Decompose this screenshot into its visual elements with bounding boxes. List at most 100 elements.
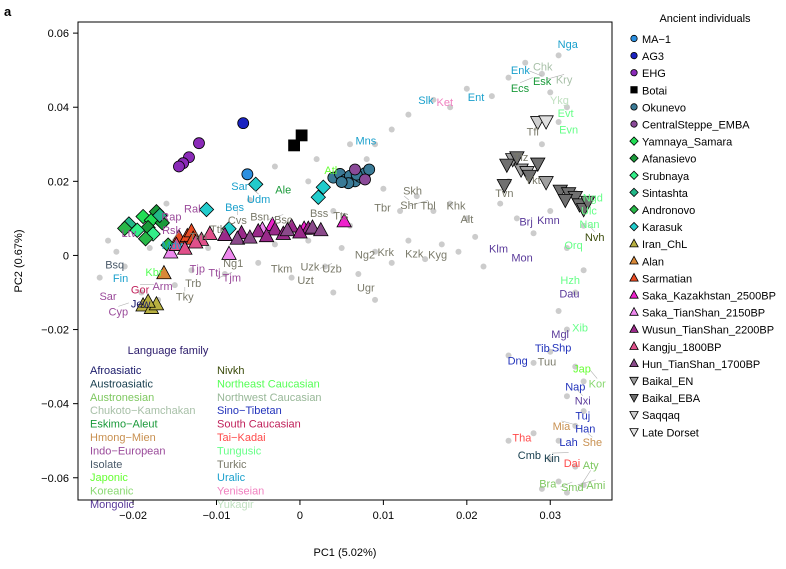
population-label: Mgl — [551, 329, 569, 341]
population-label: Bes — [225, 202, 244, 214]
language-legend-item: Japonic — [90, 472, 128, 484]
modern-individual-point — [530, 230, 537, 237]
population-label: Jew — [131, 299, 151, 311]
ancient-legend-item: Okunevo — [642, 102, 686, 114]
language-legend-item: Hmong−Mien — [90, 432, 156, 444]
ancient-legend-item: Baikal_EN — [642, 376, 693, 388]
population-label: Xib — [572, 323, 588, 335]
x-tick-label: −0.02 — [119, 510, 147, 522]
population-label: Mia — [553, 421, 572, 433]
population-label: Trb — [185, 278, 201, 290]
ancient-legend-item: Yamnaya_Samara — [642, 137, 733, 149]
ancient-marker-karasuk — [315, 179, 332, 195]
modern-individual-point — [397, 207, 404, 214]
label-leader-lines — [118, 70, 598, 493]
legend-marker-icon — [630, 103, 638, 111]
population-label: Tjm — [223, 272, 241, 284]
y-tick-label: 0 — [63, 250, 69, 262]
population-label: Esk — [533, 76, 552, 88]
modern-individual-point — [372, 141, 379, 148]
population-label: Alt — [460, 214, 473, 226]
population-label: Tky — [176, 292, 194, 304]
ancient-marker-kangju-1800bp — [168, 236, 185, 251]
modern-individual-point — [372, 248, 379, 255]
ancient-legend-item: Andronovo — [642, 205, 695, 217]
modern-individual-point — [246, 196, 253, 203]
legend-marker-icon — [629, 340, 639, 350]
modern-individual-point — [530, 430, 537, 437]
modern-individual-point — [363, 156, 370, 163]
population-label: Dau — [559, 289, 579, 301]
population-label: Bsc — [274, 214, 293, 226]
ancient-marker-ehg — [193, 137, 205, 150]
population-label: Enk — [511, 65, 530, 77]
ancient-marker-wusun-tianshan-2200bp — [267, 220, 283, 236]
legend-marker-icon — [629, 306, 639, 316]
population-label: Ttj — [208, 267, 220, 279]
language-legend-item: Northeast Caucasian — [217, 378, 320, 390]
legend-marker-icon — [629, 323, 639, 333]
legend-marker-icon — [629, 136, 639, 146]
legend-marker-icon — [629, 170, 639, 181]
x-tick-label: −0.01 — [203, 510, 231, 522]
ancient-legend-item: Saka_Kazakhstan_2500BP — [642, 291, 776, 303]
language-legend-item: Yukagir — [217, 499, 254, 511]
population-label: Tjp — [190, 263, 205, 275]
modern-individual-point — [538, 141, 545, 148]
modern-individual-point — [146, 245, 153, 252]
modern-individual-point — [405, 237, 412, 244]
label-leader-line — [410, 200, 429, 206]
y-tick-label: −0.06 — [41, 473, 69, 485]
modern-individual-point — [513, 215, 520, 222]
ancient-marker-hun-tianshan-1700bp — [242, 229, 258, 244]
modern-individual-point — [497, 200, 504, 207]
legend-marker-icon — [629, 221, 639, 232]
ancient-legend-item: Iran_ChL — [642, 239, 687, 251]
ancient-markers-layer — [117, 115, 596, 314]
modern-individual-point — [163, 200, 170, 207]
ancient-legend-item: CentralSteppe_EMBA — [642, 120, 750, 132]
modern-individual-point — [288, 274, 295, 281]
ancient-marker-karasuk — [248, 176, 264, 193]
modern-individual-point — [138, 289, 145, 296]
modern-individual-point — [580, 408, 587, 415]
modern-individual-point — [555, 52, 562, 59]
population-label: Bsn — [250, 212, 269, 224]
population-label: Klm — [489, 243, 508, 255]
legend-marker-icon — [629, 358, 639, 368]
modern-individual-point — [271, 163, 278, 170]
modern-individual-point — [555, 308, 562, 315]
language-legend-item: Austroasiatic — [90, 378, 153, 390]
population-label: Ng2 — [355, 249, 375, 261]
ancient-legend-item: EHG — [642, 68, 666, 80]
ancient-marker-wusun-tianshan-2200bp — [292, 223, 308, 239]
modern-individual-point — [405, 111, 412, 118]
ancient-legend-item: Wusun_TianShan_2200BP — [642, 325, 774, 337]
y-tick-label: −0.02 — [41, 325, 69, 337]
modern-individual-point — [480, 263, 487, 270]
language-legend-item: Afroasiatic — [90, 365, 142, 377]
modern-individual-point — [505, 437, 512, 444]
population-label: Krk — [377, 247, 394, 259]
population-label: Tim — [189, 232, 207, 244]
ancient-marker-late-dorset — [538, 115, 554, 130]
language-legend-item: Tungusic — [217, 445, 262, 457]
modern-individual-point — [580, 378, 587, 385]
modern-individual-point — [313, 156, 320, 163]
label-leader-line — [576, 470, 591, 493]
modern-individual-point — [171, 282, 178, 289]
population-label: Chk — [533, 61, 553, 73]
label-leader-line — [576, 389, 583, 396]
modern-individual-point — [547, 456, 554, 463]
modern-individual-point — [555, 119, 562, 126]
modern-individual-point — [430, 96, 437, 103]
label-leader-line — [587, 223, 595, 233]
modern-individual-point — [305, 237, 312, 244]
population-label: Arm — [152, 281, 172, 293]
ancient-legend-item: Alan — [642, 256, 664, 268]
ancient-legend-item: Hun_TianShan_1700BP — [642, 359, 760, 371]
modern-individual-point — [188, 267, 195, 274]
population-label: Ngd — [583, 192, 603, 204]
population-label: Nan — [579, 219, 599, 231]
